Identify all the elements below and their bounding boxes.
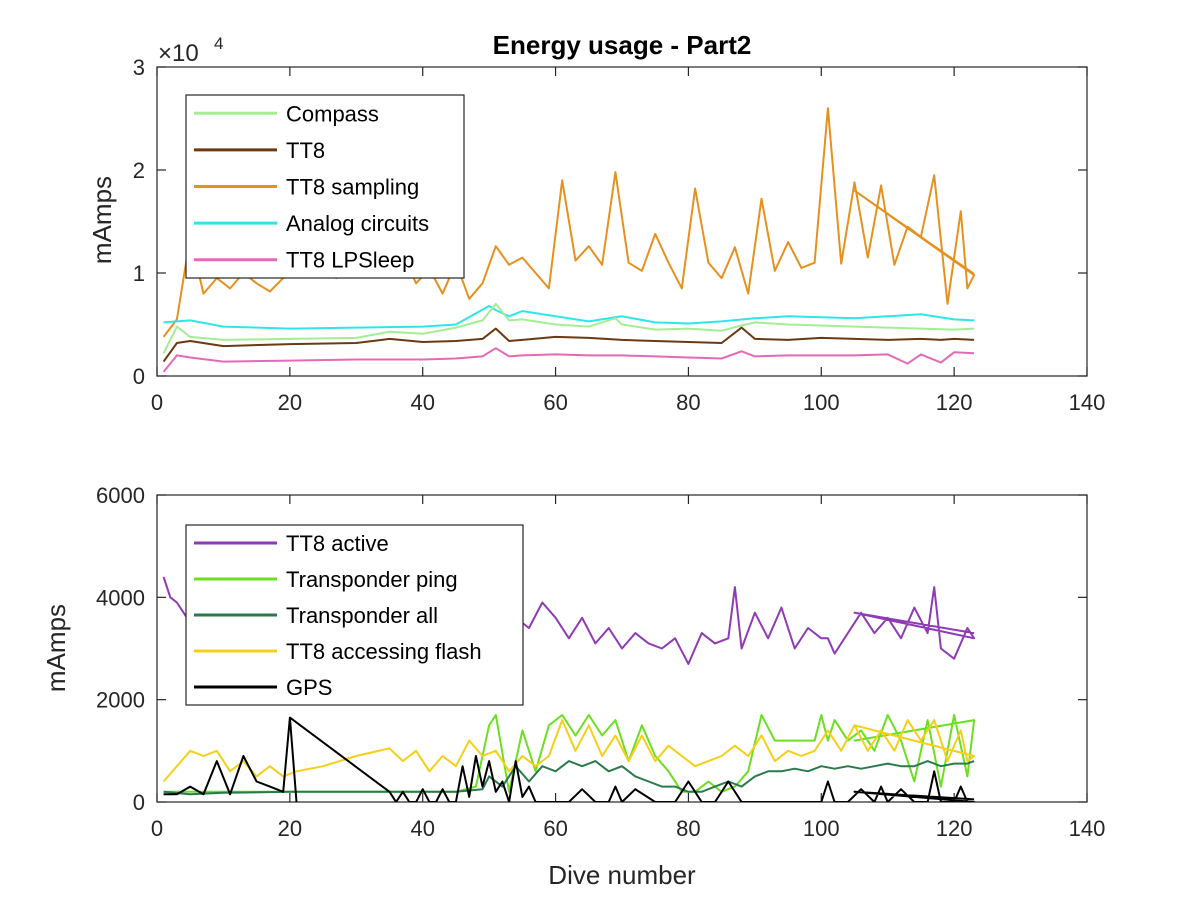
y-axis-multiplier: ×10 4 bbox=[158, 34, 223, 67]
legend-label: TT8 accessing flash bbox=[286, 639, 482, 664]
legend-label: GPS bbox=[286, 675, 332, 700]
series-line-tt8-lpsleep bbox=[162, 347, 975, 373]
y-axis-label: mAmps bbox=[87, 176, 117, 264]
x-tick-label: 80 bbox=[676, 816, 700, 841]
series-line-transponder-all bbox=[163, 760, 975, 796]
y-tick-label: 3 bbox=[133, 55, 145, 80]
x-tick-label: 20 bbox=[278, 390, 302, 415]
series-line-gps bbox=[163, 716, 976, 802]
x-tick-label: 0 bbox=[151, 390, 163, 415]
x-tick-label: 120 bbox=[936, 390, 973, 415]
chart-title: Energy usage - Part2 bbox=[493, 30, 752, 60]
x-tick-label: 80 bbox=[676, 390, 700, 415]
series-line-analog-circuits bbox=[163, 305, 975, 330]
x-tick-label: 0 bbox=[151, 816, 163, 841]
legend-label: Transponder all bbox=[286, 603, 438, 628]
series-line-tt8-accessing-flash bbox=[162, 719, 976, 783]
y-exponent-base: ×10 bbox=[158, 40, 199, 67]
x-axis-label: Dive number bbox=[548, 860, 696, 890]
series-group bbox=[162, 576, 976, 802]
x-tick-label: 60 bbox=[543, 816, 567, 841]
y-tick-label: 0 bbox=[133, 790, 145, 815]
x-tick-label: 100 bbox=[803, 390, 840, 415]
legend-label: TT8 LPSleep bbox=[286, 248, 414, 273]
y-exponent-power: 4 bbox=[214, 34, 223, 53]
plot-area: 0 20 40 60 80 100 120 140 0 1 2 3 Compass TT8 TT8 samp… bbox=[133, 55, 1106, 415]
legend-label: TT8 bbox=[286, 138, 325, 163]
y-axis-label: mAmps bbox=[41, 604, 71, 692]
y-tick-label: 0 bbox=[133, 364, 145, 389]
y-tick-label: 1 bbox=[133, 261, 145, 286]
y-tick-label: 4000 bbox=[96, 585, 145, 610]
legend-label: Analog circuits bbox=[286, 211, 429, 236]
x-tick-label: 40 bbox=[410, 816, 434, 841]
x-tick-label: 140 bbox=[1069, 816, 1106, 841]
series-line-tt8 bbox=[162, 326, 975, 363]
y-tick-label: 2 bbox=[133, 158, 145, 183]
plot-area: 0 20 40 60 80 100 120 140 0 2000 4000 6000 TT8 activ… bbox=[96, 483, 1105, 841]
legend-label: Transponder ping bbox=[286, 567, 458, 592]
x-tick-label: 40 bbox=[410, 390, 434, 415]
x-tick-label: 140 bbox=[1069, 390, 1106, 415]
x-tick-label: 120 bbox=[936, 816, 973, 841]
bottom-chart: mAmps Dive number 0 20 40 60 80 100 120 140 0 200… bbox=[41, 483, 1105, 890]
x-tick-label: 100 bbox=[803, 816, 840, 841]
legend: Compass TT8 TT8 sampling Analog circuits TT8… bbox=[185, 94, 465, 279]
legend-label: TT8 sampling bbox=[286, 175, 419, 200]
x-tick-label: 20 bbox=[278, 816, 302, 841]
legend-label: Compass bbox=[286, 101, 379, 126]
x-tick-label: 60 bbox=[543, 390, 567, 415]
y-tick-label: 6000 bbox=[96, 483, 145, 508]
series-line-compass bbox=[162, 302, 975, 354]
legend-label: TT8 active bbox=[286, 531, 389, 556]
legend: TT8 active Transponder ping Transponder al… bbox=[185, 524, 524, 706]
y-tick-label: 2000 bbox=[96, 688, 145, 713]
top-chart: Energy usage - Part2 ×10 4 mAmps 0 20 40 60… bbox=[87, 30, 1105, 415]
